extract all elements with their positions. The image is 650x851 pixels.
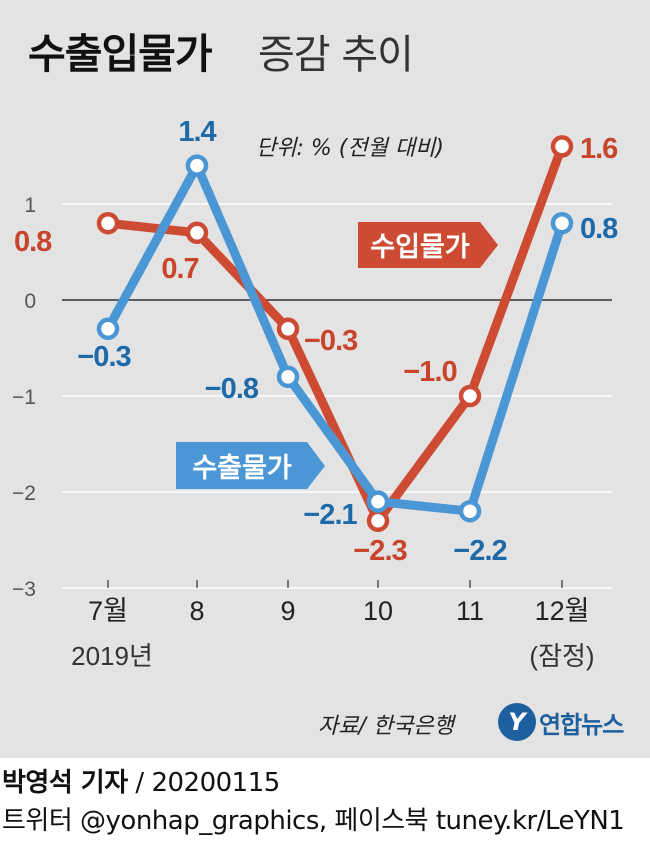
export-legend-tag	[176, 442, 325, 489]
import-value-label: −2.3	[353, 535, 407, 567]
export-series-point	[96, 317, 120, 341]
export-legend-label: 수출물가	[192, 453, 292, 483]
y-tick-label: −2	[12, 482, 36, 505]
export-value-label: −0.8	[205, 373, 259, 405]
export-value-label: 0.8	[580, 213, 618, 245]
import-value-label: −0.3	[304, 325, 358, 357]
import-value-label: 0.8	[14, 226, 52, 258]
reporter-name: 박영석 기자	[2, 768, 128, 798]
import-series-point	[550, 135, 574, 158]
export-series-line	[103, 161, 567, 516]
unit-label: 단위: % (전월 대비)	[256, 136, 444, 161]
import-series-point	[458, 384, 482, 408]
y-tick-label: −3	[12, 578, 36, 601]
y-tick-label: −1	[12, 386, 36, 409]
x-sublabel: 2019년	[71, 641, 153, 671]
chart-subtitle: 증감 추이	[258, 32, 414, 78]
export-series-point	[276, 365, 300, 389]
export-series-point	[366, 490, 390, 513]
y-tick-label: 1	[24, 194, 36, 217]
x-sublabel: (잠정)	[529, 641, 594, 671]
x-tick-label: 12월	[535, 596, 590, 626]
export-value-label: 1.4	[178, 116, 216, 148]
x-tick-label: 8	[189, 596, 204, 626]
export-value-label: −2.2	[453, 535, 506, 567]
import-value-label: −1.0	[403, 356, 456, 388]
export-series-point	[185, 154, 209, 177]
export-series-point	[458, 499, 482, 523]
export-series-point	[550, 211, 574, 235]
import-legend-tag	[358, 222, 498, 268]
import-value-label: 0.7	[161, 253, 198, 285]
x-tick-label: 10	[363, 596, 393, 626]
y-tick-label: 0	[24, 290, 36, 313]
chart-area: 수출입물가 증감 추이 단위: % (전월 대비) 1 0 −1 −2 −3 7월 2019…	[0, 0, 650, 758]
import-series-point	[96, 211, 120, 235]
x-tick-label: 11	[456, 596, 484, 626]
yonhap-logo-icon: Y	[498, 703, 536, 741]
import-legend-label: 수입물가	[370, 232, 470, 262]
import-series-line	[103, 141, 567, 526]
import-series-point	[366, 509, 390, 533]
credit-line-2: 트위터 @yonhap_graphics, 페이스북 tuney.kr/LeYN…	[2, 806, 625, 836]
yonhap-logo-text: 연합뉴스	[539, 710, 624, 739]
credit-line-1: 박영석 기자 / 20200115	[2, 762, 280, 799]
import-series-point	[276, 317, 300, 341]
import-value-label: 1.6	[580, 133, 618, 165]
yonhap-logo: Y 연합뉴스	[498, 700, 624, 744]
source-label: 자료/ 한국은행	[318, 714, 454, 739]
export-value-label: −0.3	[77, 341, 131, 373]
export-value-label: −2.1	[303, 499, 357, 531]
x-tick-label: 7월	[88, 596, 128, 626]
x-tick-label: 9	[280, 596, 295, 626]
import-series-point	[185, 221, 209, 245]
credit-date: / 20200115	[127, 768, 280, 798]
chart-title: 수출입물가	[28, 30, 213, 78]
